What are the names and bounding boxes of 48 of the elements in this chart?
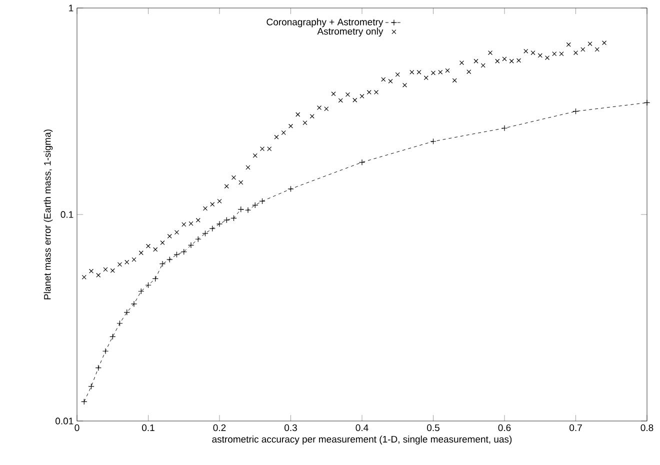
point [202,230,208,237]
point [159,260,166,267]
legend-label: Coronagraphy + Astrometry [266,18,384,28]
point [195,236,202,242]
point [358,159,366,166]
x-tick-label: 0.7 [570,424,582,432]
point [166,256,173,263]
point [88,383,94,390]
legend-label: Astrometry only [317,28,384,37]
point [116,320,123,326]
point [188,242,194,248]
x-tick-label: 0 [74,424,80,432]
x-tick-label: 0.4 [356,424,368,432]
point [138,288,144,294]
x-axis-title: astrometric accuracy per measurement (1-D, single measurement, uas) [212,436,512,444]
point [252,202,258,208]
point [644,100,650,106]
point [124,309,130,316]
point [238,206,244,212]
x-tick-label: 0.6 [498,424,511,432]
y-tick-label: 1 [69,4,74,12]
point [230,215,237,222]
point [102,348,109,354]
point [81,398,88,405]
point [501,125,508,132]
y-axis-title: Planet mass error (Earth mass, 1-sigma) [44,130,53,300]
point [130,300,138,308]
point [174,251,180,258]
x-tick-label: 0.5 [427,424,440,432]
point [216,220,223,228]
point [244,207,252,214]
point [430,138,436,144]
point [145,282,152,288]
point [259,198,266,204]
point [288,186,294,192]
y-tick-label: 0.1 [60,211,74,218]
x-tick-label: 0.3 [284,424,297,432]
point [572,108,579,114]
x-tick-label: 0.1 [142,424,154,432]
point [110,334,116,340]
y-tick-label: 0.01 [56,418,74,424]
point [95,364,102,371]
point [152,276,158,282]
x-tick-label: 0.8 [640,424,654,432]
point [224,216,230,224]
point [180,248,187,255]
point [209,225,216,232]
x-tick-label: 0.2 [213,424,226,432]
